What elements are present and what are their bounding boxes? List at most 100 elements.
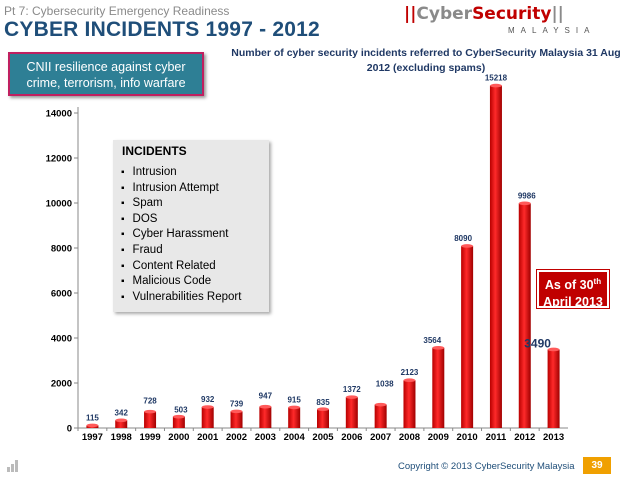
x-tick-label: 2008 bbox=[399, 432, 420, 443]
bar bbox=[461, 245, 474, 428]
bar-data-label: 1038 bbox=[376, 380, 394, 389]
x-tick-label: 2001 bbox=[197, 432, 219, 443]
y-tick-label: 14000 bbox=[46, 109, 72, 120]
y-tick-label: 2000 bbox=[51, 379, 72, 390]
page-number-badge: 39 bbox=[583, 457, 611, 474]
y-tick-label: 4000 bbox=[51, 334, 72, 345]
bar bbox=[317, 409, 329, 428]
as-of-line-1: As of 30th bbox=[539, 273, 607, 294]
x-tick-label: 1998 bbox=[111, 432, 132, 443]
bar bbox=[288, 407, 301, 428]
bar-data-label: 728 bbox=[143, 397, 157, 406]
x-tick-label: 2010 bbox=[457, 432, 478, 443]
x-tick-label: 2003 bbox=[255, 432, 276, 443]
logo-wordmark: ||CyberSecurity|| bbox=[404, 4, 564, 24]
bar bbox=[115, 420, 128, 428]
bar-data-label: 115 bbox=[86, 413, 99, 422]
bar bbox=[201, 407, 214, 428]
logo-brand-left: Cyber bbox=[416, 4, 473, 24]
slide-title: CYBER INCIDENTS 1997 - 2012 bbox=[4, 18, 320, 41]
x-tick-label: 2005 bbox=[312, 432, 334, 443]
as-of-line-2: April 2013 bbox=[543, 295, 603, 310]
incident-item: Intrusion bbox=[121, 165, 261, 181]
bar-cap bbox=[115, 418, 128, 423]
bar bbox=[144, 411, 157, 428]
bar bbox=[259, 406, 272, 428]
incidents-legend-box: INCIDENTS Intrusion Intrusion Attempt Sp… bbox=[113, 140, 269, 312]
bar-cap bbox=[461, 244, 474, 248]
cnii-callout: CNII resilience against cyber crime, ter… bbox=[8, 52, 204, 96]
bar-cap bbox=[144, 409, 157, 414]
bar-cap bbox=[317, 407, 329, 412]
bar-cap bbox=[86, 423, 99, 428]
bar-data-label: 3490 bbox=[524, 336, 551, 350]
bar-data-label: 2123 bbox=[401, 368, 419, 377]
bar-data-label: 915 bbox=[287, 395, 301, 404]
bar-data-label: 739 bbox=[230, 399, 244, 408]
bar-cap bbox=[547, 347, 560, 352]
incident-item: Malicious Code bbox=[121, 274, 261, 290]
bar-data-label: 3564 bbox=[423, 336, 441, 345]
x-tick-label: 2009 bbox=[428, 432, 449, 443]
bar-cap bbox=[518, 201, 531, 206]
chart-data-labels: 115 342 728 503 932 739 947 915 835 1372 1038 2123 3… bbox=[86, 74, 551, 423]
chart-title-line-2: 2012 (excluding spams) bbox=[366, 62, 486, 74]
bar bbox=[547, 349, 560, 428]
x-tick-label: 1999 bbox=[139, 432, 160, 443]
x-tick-label: 2011 bbox=[486, 432, 507, 443]
bar-cap bbox=[172, 414, 185, 419]
x-tick-label: 2006 bbox=[341, 432, 362, 443]
as-of-date-badge: As of 30th April 2013 bbox=[536, 269, 610, 310]
bar bbox=[345, 397, 358, 428]
chart-title: Number of cyber security incidents refer… bbox=[226, 46, 626, 76]
cybersecurity-malaysia-logo: ||CyberSecurity|| MALAYSIA bbox=[404, 4, 634, 40]
bar-cap bbox=[288, 405, 301, 410]
bar-data-label: 9986 bbox=[518, 191, 536, 200]
x-tick-label: 1997 bbox=[82, 432, 103, 443]
slide-corner-icon bbox=[7, 460, 18, 472]
bar bbox=[374, 404, 387, 428]
bar-cap bbox=[345, 395, 358, 399]
incident-item: Spam bbox=[121, 196, 261, 212]
footer-copyright: Copyright © 2013 CyberSecurity Malaysia bbox=[398, 461, 575, 472]
bar-data-label: 947 bbox=[259, 392, 273, 401]
y-tick-label: 8000 bbox=[51, 244, 72, 255]
chart-title-line-1: Number of cyber security incidents refer… bbox=[231, 47, 621, 59]
bar bbox=[432, 347, 445, 428]
bar-data-label: 8090 bbox=[454, 234, 472, 243]
bar bbox=[403, 380, 416, 428]
as-of-prefix: As of 30 bbox=[544, 278, 594, 293]
bar-data-label: 1372 bbox=[343, 385, 361, 394]
y-tick-label: 12000 bbox=[46, 154, 72, 165]
logo-brand-right: Security bbox=[472, 4, 552, 24]
x-tick-label: 2002 bbox=[226, 432, 247, 443]
bar-data-label: 835 bbox=[316, 398, 330, 407]
incident-item: Intrusion Attempt bbox=[121, 181, 261, 197]
bar bbox=[230, 411, 243, 428]
bar-data-label: 15218 bbox=[485, 74, 508, 83]
incident-item: Cyber Harassment bbox=[121, 227, 261, 243]
y-tick-label: 0 bbox=[67, 424, 72, 435]
bar bbox=[518, 203, 531, 428]
chart-bars bbox=[86, 83, 560, 428]
bar-cap bbox=[201, 405, 214, 409]
callout-line-2: crime, terrorism, info warfare bbox=[26, 76, 186, 90]
callout-line-1: CNII resilience against cyber bbox=[26, 60, 186, 74]
y-tick-label: 10000 bbox=[46, 199, 72, 210]
bar-cap bbox=[230, 409, 243, 414]
incidents-list: Intrusion Intrusion Attempt Spam DOS Cyb… bbox=[121, 165, 261, 305]
bar-data-label: 932 bbox=[201, 395, 215, 404]
slide-subtitle: Pt 7: Cybersecurity Emergency Readiness bbox=[4, 4, 230, 18]
bar-cap bbox=[403, 378, 416, 383]
x-tick-label: 2000 bbox=[168, 432, 189, 443]
incident-item: Content Related bbox=[121, 259, 261, 275]
bar-data-label: 342 bbox=[115, 408, 129, 417]
incidents-heading: INCIDENTS bbox=[122, 144, 187, 158]
x-tick-label: 2004 bbox=[284, 432, 306, 443]
x-tick-label: 2007 bbox=[370, 432, 391, 443]
y-tick-label: 6000 bbox=[51, 289, 72, 300]
x-tick-label: 2013 bbox=[543, 432, 564, 443]
bar-cap bbox=[432, 346, 445, 350]
bar-data-label: 503 bbox=[174, 406, 188, 415]
